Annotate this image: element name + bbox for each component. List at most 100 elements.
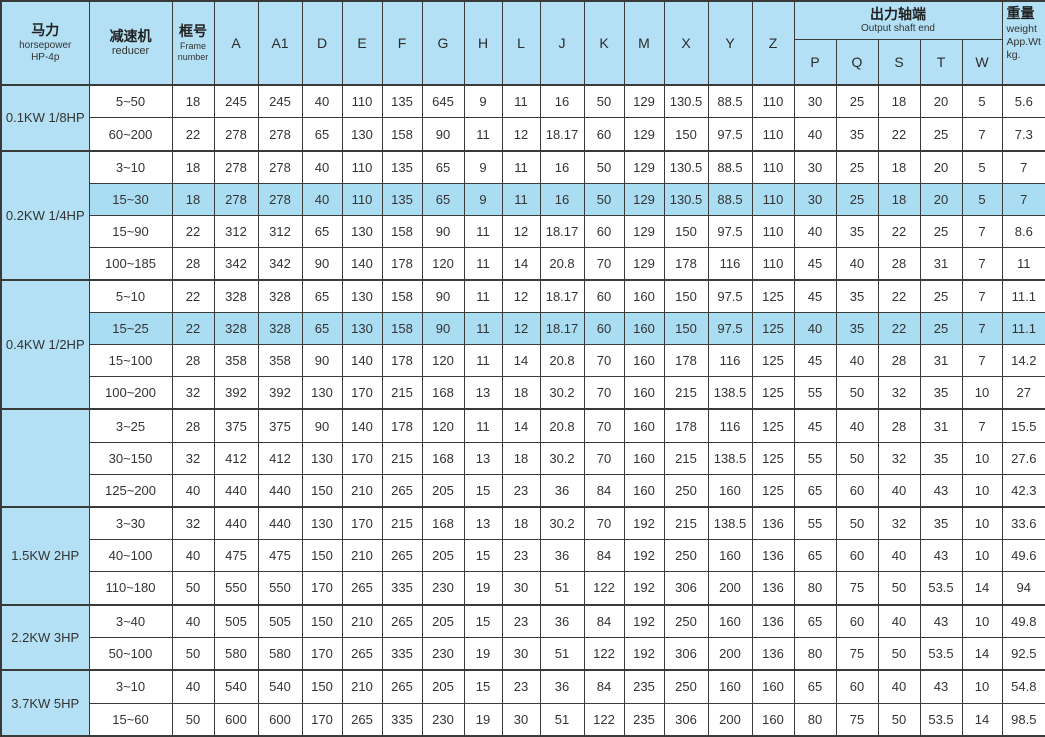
value-cell: 250 [663,603,709,638]
value-cell: 375 [257,408,303,443]
reducer-ratio-cell: 40~100 [88,539,173,573]
value-cell: 205 [421,669,465,704]
value-cell: 49.6 [1001,539,1045,573]
value-cell: 40 [877,473,921,508]
value-cell: 18.17 [539,279,585,314]
value-cell: 9 [463,84,503,119]
value-cell: 75 [835,702,879,737]
value-cell: 18 [877,183,921,216]
table-row: 15~100 28 358 358 90 140 178 120 11 14 20.8 70 160 17… [1,344,1045,378]
value-cell: 92.5 [1001,636,1045,671]
value-cell: 97.5 [707,117,753,152]
value-cell: 210 [341,669,383,704]
value-cell: 192 [623,636,665,671]
output-shaft-label-en: Output shaft end [861,23,935,34]
value-cell: 140 [341,408,383,443]
value-cell: 40 [301,149,343,185]
value-cell: 13 [463,376,503,410]
value-cell: 10 [961,505,1003,541]
value-cell: 8.6 [1001,214,1045,248]
value-cell: 7 [961,117,1003,152]
value-cell: 84 [583,669,625,704]
reducer-label-en: reducer [111,45,150,58]
value-cell: 40 [301,84,343,119]
value-cell: 135 [381,183,423,216]
value-cell: 110 [751,246,795,281]
weight-label-lines: weight App.Wt kg. [1007,23,1044,62]
value-cell: 125 [751,376,795,410]
col-header-g: G [421,0,465,86]
value-cell: 50 [877,571,921,605]
value-cell: 125 [751,408,795,443]
value-cell: 18.17 [539,312,585,346]
value-cell: 7 [961,408,1003,443]
value-cell: 54.8 [1001,669,1045,704]
value-cell: 335 [381,702,423,737]
value-cell: 10 [961,603,1003,638]
value-cell: 160 [751,702,795,737]
value-cell: 10 [961,441,1003,475]
table-row: 110~180 50 550 550 170 265 335 230 19 30 51 122 192 3… [1,571,1045,605]
value-cell: 14 [961,702,1003,737]
value-cell: 140 [341,246,383,281]
value-cell: 505 [213,603,259,638]
value-cell: 35 [919,441,963,475]
value-cell: 11 [463,312,503,346]
reducer-ratio-cell: 5~50 [88,84,173,119]
value-cell: 122 [583,636,625,671]
value-cell: 53.5 [919,702,963,737]
value-cell: 250 [663,669,709,704]
value-cell: 600 [257,702,303,737]
reducer-ratio-cell: 3~10 [88,149,173,185]
value-cell: 160 [623,279,665,314]
value-cell: 80 [793,636,837,671]
value-cell: 16 [539,183,585,216]
power-group-label: 0.2KW 1/4HP [0,149,90,281]
value-cell: 7 [1001,183,1045,216]
value-cell: 40 [877,603,921,638]
value-cell: 129 [623,246,665,281]
value-cell: 20 [919,149,963,185]
value-cell: 75 [835,636,879,671]
value-cell: 265 [381,603,423,638]
value-cell: 178 [663,408,709,443]
value-cell: 150 [301,669,343,704]
value-cell: 200 [707,636,753,671]
value-cell: 65 [301,117,343,152]
value-cell: 122 [583,702,625,737]
value-cell: 11.1 [1001,312,1045,346]
col-header-reducer: 减速机 reducer [88,0,173,86]
value-cell: 392 [213,376,259,410]
value-cell: 215 [663,505,709,541]
value-cell: 116 [707,408,753,443]
horsepower-label-hp4p: HP-4p [31,51,60,63]
value-cell: 84 [583,473,625,508]
value-cell: 40 [171,603,215,638]
value-cell: 135 [381,84,423,119]
value-cell: 600 [213,702,259,737]
value-cell: 65 [793,603,837,638]
value-cell: 7 [961,214,1003,248]
value-cell: 120 [421,408,465,443]
reducer-ratio-cell: 60~200 [88,117,173,152]
value-cell: 122 [583,571,625,605]
value-cell: 5 [961,183,1003,216]
value-cell: 70 [583,246,625,281]
value-cell: 35 [835,214,879,248]
value-cell: 130.5 [663,183,709,216]
value-cell: 19 [463,636,503,671]
table-row: 60~200 22 278 278 65 130 158 90 11 12 18.17 60 129 15… [1,117,1045,152]
reducer-ratio-cell: 110~180 [88,571,173,605]
value-cell: 312 [257,214,303,248]
value-cell: 129 [623,183,665,216]
value-cell: 12 [501,312,541,346]
value-cell: 90 [421,214,465,248]
value-cell: 98.5 [1001,702,1045,737]
value-cell: 136 [751,636,795,671]
value-cell: 22 [171,117,215,152]
value-cell: 215 [381,441,423,475]
value-cell: 15.5 [1001,408,1045,443]
value-cell: 18.17 [539,214,585,248]
value-cell: 40 [171,473,215,508]
value-cell: 278 [213,149,259,185]
